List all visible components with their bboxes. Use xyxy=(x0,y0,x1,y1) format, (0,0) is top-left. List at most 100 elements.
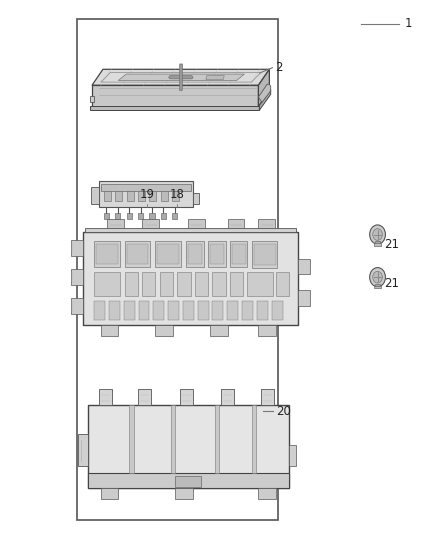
Polygon shape xyxy=(118,74,244,80)
Polygon shape xyxy=(257,301,268,320)
Polygon shape xyxy=(258,488,276,499)
Polygon shape xyxy=(172,213,177,219)
Polygon shape xyxy=(186,241,204,266)
Polygon shape xyxy=(221,389,234,405)
Polygon shape xyxy=(153,301,164,320)
Circle shape xyxy=(373,271,382,283)
Polygon shape xyxy=(230,241,247,266)
Polygon shape xyxy=(254,244,276,265)
Text: 18: 18 xyxy=(170,189,185,201)
Polygon shape xyxy=(142,219,159,228)
Polygon shape xyxy=(261,389,274,405)
Polygon shape xyxy=(94,241,120,266)
Polygon shape xyxy=(109,301,120,320)
Polygon shape xyxy=(171,405,175,473)
Polygon shape xyxy=(138,191,145,201)
Text: 19: 19 xyxy=(140,189,155,201)
Text: 2: 2 xyxy=(275,61,283,74)
Polygon shape xyxy=(198,301,208,320)
Polygon shape xyxy=(96,244,118,264)
Polygon shape xyxy=(168,301,179,320)
Polygon shape xyxy=(94,301,105,320)
Polygon shape xyxy=(272,301,283,320)
Polygon shape xyxy=(138,213,143,219)
Bar xyxy=(77,19,278,520)
Polygon shape xyxy=(78,434,88,466)
Polygon shape xyxy=(104,213,109,219)
Polygon shape xyxy=(374,243,381,246)
Polygon shape xyxy=(115,191,122,201)
Polygon shape xyxy=(252,241,277,268)
Polygon shape xyxy=(155,241,181,266)
Polygon shape xyxy=(155,325,173,336)
Polygon shape xyxy=(180,389,193,405)
Polygon shape xyxy=(92,69,269,85)
Polygon shape xyxy=(212,301,223,320)
Polygon shape xyxy=(375,241,380,244)
Polygon shape xyxy=(175,476,201,487)
Polygon shape xyxy=(127,213,132,219)
Polygon shape xyxy=(85,228,296,232)
Polygon shape xyxy=(90,96,94,102)
Polygon shape xyxy=(172,191,179,201)
Polygon shape xyxy=(276,272,289,296)
Polygon shape xyxy=(99,389,112,405)
Polygon shape xyxy=(232,244,246,264)
Polygon shape xyxy=(252,405,256,473)
Polygon shape xyxy=(92,85,258,107)
Polygon shape xyxy=(124,301,135,320)
Polygon shape xyxy=(149,213,155,219)
Polygon shape xyxy=(188,219,205,228)
Polygon shape xyxy=(160,272,173,296)
Polygon shape xyxy=(88,405,289,488)
Polygon shape xyxy=(228,219,244,228)
Polygon shape xyxy=(161,191,168,201)
Polygon shape xyxy=(193,193,199,204)
Circle shape xyxy=(370,268,385,287)
Polygon shape xyxy=(129,405,134,473)
Polygon shape xyxy=(289,445,296,466)
Text: 20: 20 xyxy=(276,405,291,418)
Polygon shape xyxy=(138,389,151,405)
Circle shape xyxy=(373,229,382,240)
Polygon shape xyxy=(125,241,150,266)
Polygon shape xyxy=(138,301,149,320)
Polygon shape xyxy=(177,272,191,296)
Polygon shape xyxy=(210,325,228,336)
Polygon shape xyxy=(125,272,138,296)
Polygon shape xyxy=(374,286,381,288)
Polygon shape xyxy=(71,240,83,256)
Polygon shape xyxy=(90,106,259,110)
Circle shape xyxy=(370,225,385,244)
Polygon shape xyxy=(210,244,224,264)
Polygon shape xyxy=(298,290,310,306)
Polygon shape xyxy=(127,244,148,264)
Polygon shape xyxy=(258,84,271,102)
Polygon shape xyxy=(91,187,99,204)
Polygon shape xyxy=(157,244,179,264)
Polygon shape xyxy=(183,301,194,320)
Text: 21: 21 xyxy=(385,277,399,290)
Text: 21: 21 xyxy=(385,238,399,251)
Polygon shape xyxy=(227,301,238,320)
Polygon shape xyxy=(88,473,289,488)
Polygon shape xyxy=(242,301,253,320)
Polygon shape xyxy=(188,244,202,264)
Polygon shape xyxy=(71,269,83,285)
Text: 1: 1 xyxy=(405,18,413,30)
Polygon shape xyxy=(94,272,120,296)
Polygon shape xyxy=(180,64,183,91)
Polygon shape xyxy=(208,241,226,266)
Polygon shape xyxy=(259,90,271,110)
Polygon shape xyxy=(142,272,155,296)
Polygon shape xyxy=(215,405,219,473)
Polygon shape xyxy=(169,76,193,79)
Polygon shape xyxy=(83,232,298,325)
Polygon shape xyxy=(161,213,166,219)
Polygon shape xyxy=(101,488,118,499)
Polygon shape xyxy=(104,191,111,201)
Polygon shape xyxy=(149,191,156,201)
Polygon shape xyxy=(195,272,208,296)
Polygon shape xyxy=(230,272,243,296)
Polygon shape xyxy=(115,213,120,219)
